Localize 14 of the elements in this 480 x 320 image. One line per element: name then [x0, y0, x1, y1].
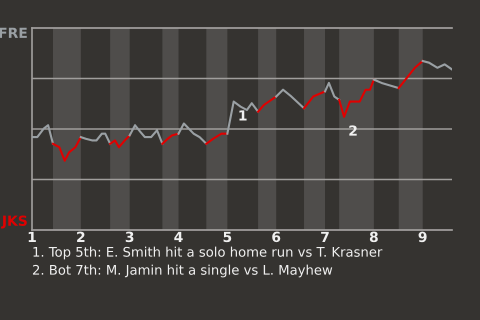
text: 1. Top 5th: E. Smith hit a solo home run vs T. Krasner — [33, 246, 382, 260]
x-tick-label: 9 — [418, 232, 427, 242]
x-tick-label: 3 — [126, 232, 134, 242]
x-tick-label: 4 — [174, 232, 183, 242]
x-tick-label: 8 — [370, 232, 378, 242]
text: JKS — [1, 215, 27, 229]
x-tick-label: 1 — [28, 232, 36, 242]
text: 2. Bot 7th: M. Jamin hit a single vs L. Mayhew — [32, 264, 332, 278]
annotation: 1 — [239, 110, 247, 120]
annotation: 2 — [349, 125, 357, 136]
x-tick-label: 2 — [77, 232, 84, 242]
x-tick-label: 5 — [224, 232, 232, 242]
x-tick-label: 7 — [321, 232, 329, 242]
x-tick-label: 6 — [272, 232, 280, 242]
